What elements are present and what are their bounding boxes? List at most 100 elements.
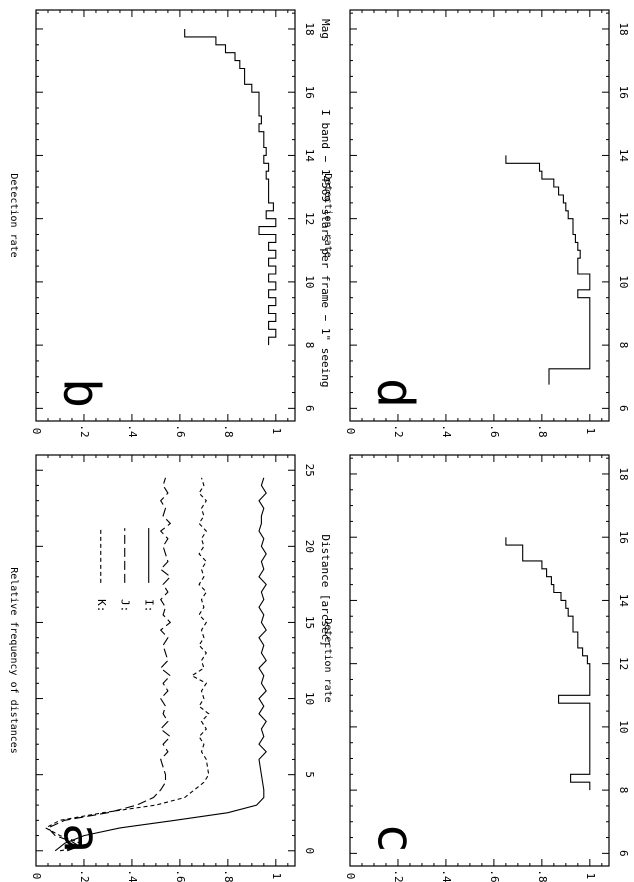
- histogram-bar: [350, 274, 590, 282]
- histogram-bar: [350, 751, 590, 759]
- histogram-bar: [36, 148, 266, 156]
- histogram-bar: [36, 132, 264, 140]
- plot-frame: [349, 9, 610, 422]
- histogram-bar: [350, 290, 578, 298]
- x-tick-label: 14: [617, 149, 630, 163]
- y-tick-label: .4: [440, 424, 453, 438]
- y-tick-label: .4: [126, 424, 139, 438]
- histogram-bar: [36, 61, 240, 69]
- y-tick-label: .6: [174, 424, 187, 437]
- y-tick-label: .8: [536, 869, 549, 882]
- histogram-bar: [350, 266, 578, 274]
- histogram-outline: [505, 155, 591, 385]
- plot-frame: [35, 9, 296, 422]
- y-tick-label: 1: [270, 428, 283, 435]
- histogram-bar: [36, 187, 269, 195]
- x-tick-label: 0: [303, 847, 316, 854]
- histogram-bar: [36, 329, 276, 337]
- histogram-bar: [350, 163, 539, 171]
- histogram-bar: [350, 774, 571, 782]
- x-tick-label: 5: [303, 771, 316, 778]
- histogram-bar: [36, 45, 225, 53]
- histogram-bar: [36, 290, 269, 298]
- x-tick-label: 6: [617, 405, 630, 412]
- histogram-bar: [36, 92, 259, 100]
- x-tick-label: 6: [617, 850, 630, 857]
- histogram-bar: [350, 569, 547, 577]
- x-tick-label: 12: [617, 212, 630, 225]
- x-tick-label: 10: [617, 275, 630, 288]
- x-tick-label: 8: [617, 787, 630, 794]
- histogram-bar: [36, 116, 261, 124]
- histogram-bar: [350, 672, 590, 680]
- histogram-bar: [350, 703, 590, 711]
- x-tick-label: 8: [617, 342, 630, 349]
- y-tick-label: .8: [222, 424, 235, 437]
- y-tick-label: .6: [174, 869, 187, 882]
- histogram-bar: [36, 140, 264, 148]
- y-axis-title: Relative frequency of distances: [8, 567, 19, 754]
- histogram-bar: [36, 171, 266, 179]
- histogram-bar: [36, 203, 273, 211]
- x-tick-label: 16: [617, 531, 630, 544]
- histogram-bar: [350, 585, 554, 593]
- x-tick-label: 16: [303, 86, 316, 99]
- y-axis-title: Detection rate: [322, 618, 333, 702]
- histogram-bar: [350, 679, 590, 687]
- histogram-bar: [350, 735, 590, 743]
- histogram-bar: [36, 321, 269, 329]
- y-axis-title: Detection rate: [322, 173, 333, 257]
- plot-frame: [349, 454, 610, 867]
- x-tick-label: 20: [303, 540, 316, 553]
- x-unit-label: Mag: [319, 19, 332, 39]
- histogram-bar: [350, 345, 590, 353]
- histogram-bar: [350, 298, 590, 306]
- y-tick-label: 0: [344, 428, 357, 435]
- histogram-bar: [350, 608, 568, 616]
- histogram-bar: [36, 211, 266, 219]
- histogram-bar: [350, 203, 566, 211]
- x-tick-label: 6: [303, 405, 316, 412]
- histogram-bar: [350, 687, 590, 695]
- histogram-bar: [350, 664, 590, 672]
- y-tick-label: .8: [536, 424, 549, 437]
- x-tick-label: 15: [303, 616, 316, 629]
- histogram-bar: [350, 353, 590, 361]
- histogram-bar: [36, 274, 269, 282]
- histogram-bar: [36, 108, 259, 116]
- series-line-j: [47, 477, 172, 852]
- histogram-bar: [350, 648, 583, 656]
- histogram-bar: [36, 179, 269, 187]
- histogram-bar: [350, 593, 561, 601]
- y-tick-label: 0: [30, 428, 43, 435]
- x-tick-label: 25: [303, 464, 316, 477]
- histogram-bar: [350, 361, 590, 369]
- histogram-bar: [350, 227, 573, 235]
- histogram-bar: [350, 719, 590, 727]
- histogram-bar: [350, 695, 559, 703]
- y-tick-label: 1: [584, 873, 597, 880]
- histogram-bar: [350, 250, 580, 258]
- legend-label: K:: [95, 599, 108, 612]
- histogram-bar: [36, 250, 276, 258]
- y-tick-label: .4: [126, 869, 139, 882]
- x-axis-title: Distance [arcsec]: [319, 534, 332, 647]
- histogram-bar: [36, 124, 259, 132]
- histogram-bar: [350, 219, 573, 227]
- y-tick-label: 1: [584, 428, 597, 435]
- histogram-bar: [350, 234, 575, 242]
- histogram-bar: [350, 727, 590, 735]
- histogram-bar: [350, 369, 549, 377]
- plot-frame: [35, 454, 296, 867]
- histogram-bar: [36, 258, 269, 266]
- histogram-bar: [350, 282, 590, 290]
- histogram-bar: [350, 561, 542, 569]
- histogram-bar: [36, 306, 269, 314]
- x-tick-label: 8: [303, 342, 316, 349]
- x-tick-label: 18: [303, 22, 316, 35]
- histogram-bar: [350, 187, 559, 195]
- histogram-bar: [36, 219, 276, 227]
- legend-label: I:: [143, 599, 156, 612]
